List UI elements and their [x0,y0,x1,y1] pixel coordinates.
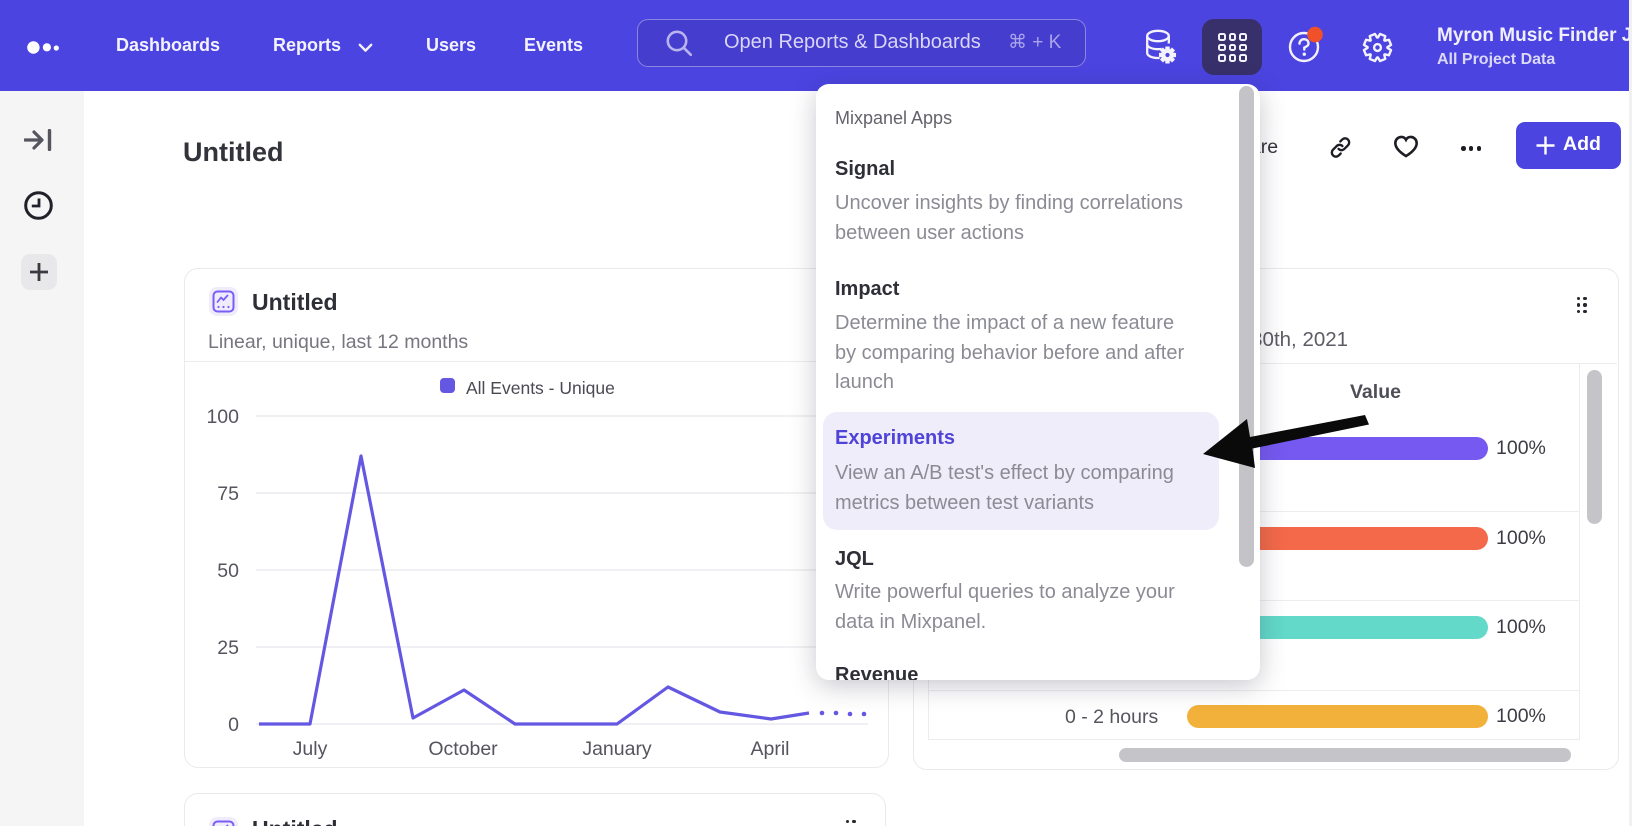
svg-text:100: 100 [206,406,239,428]
svg-text:July: July [293,738,328,760]
svg-text:April: April [750,738,789,760]
svg-text:50: 50 [217,560,239,582]
svg-text:25: 25 [217,637,239,659]
svg-text:75: 75 [217,483,239,505]
svg-text:October: October [428,738,498,760]
svg-text:January: January [582,738,652,760]
svg-text:0: 0 [228,714,239,736]
